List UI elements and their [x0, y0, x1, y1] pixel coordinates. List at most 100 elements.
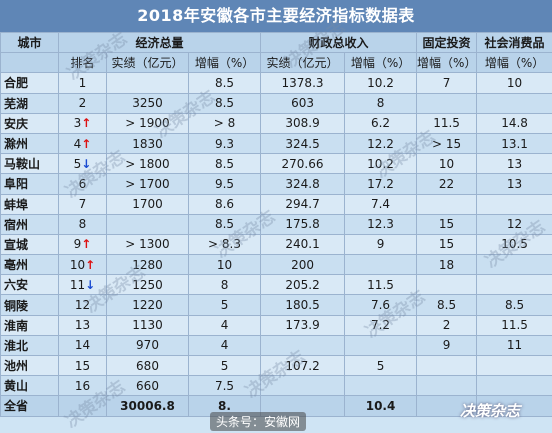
cell-gdp-growth-text: > 8	[213, 116, 236, 131]
cell-fiscal-growth-text: 10.4	[365, 398, 396, 413]
cell-fiscal-actual-text: 1378.3	[281, 75, 324, 90]
cell-gdp-growth-text: 8	[220, 277, 229, 292]
cell-gdp-growth: 8	[187, 274, 262, 296]
cell-fiscal-growth-text: 7.4	[370, 197, 391, 212]
cell-fiscal-actual: 294.7	[260, 193, 346, 215]
cell-city-text: 淮北	[4, 338, 29, 353]
subheader-fiscal-growth: 增幅（%）	[344, 52, 418, 74]
cell-rank: 15	[58, 354, 107, 377]
cell-gdp-actual: 1700	[106, 193, 189, 215]
cell-gdp-growth: 9.3	[187, 132, 262, 155]
cell-fixed-growth	[416, 274, 478, 296]
rank-down-arrow-icon: ↓	[81, 156, 92, 171]
cell-fiscal-growth: 5	[344, 354, 418, 377]
cell-gdp-growth-text: 8.5	[214, 96, 235, 111]
table-row: 马鞍山 5↓ > 1800 8.5 270.66 10.2 10 13	[0, 153, 552, 175]
cell-rank-text: 7	[78, 197, 87, 212]
cell-gdp-actual-text: 1830	[132, 136, 163, 151]
cell-rank-text: 4	[73, 136, 82, 151]
cell-gdp-growth: 8.5	[187, 213, 262, 235]
cell-city: 黄山	[0, 375, 59, 397]
header-city: 城市	[0, 31, 59, 54]
cell-retail-growth-text: 13	[506, 156, 523, 171]
table-title: 2018年安徽各市主要经济指标数据表	[0, 0, 552, 32]
table-row: 全省 30006.8 8. 10.4	[0, 395, 552, 417]
cell-fixed-growth-text: 8.5	[437, 298, 457, 313]
cell-fiscal-actual: 324.5	[260, 132, 346, 155]
cell-gdp-growth-text: 8.5	[214, 217, 235, 232]
rank-up-arrow-icon: ↑	[81, 116, 92, 131]
cell-retail-growth-text: 14.8	[501, 116, 528, 131]
table-row: 黄山 16 660 7.5	[0, 375, 552, 397]
cell-gdp-actual-text: 1130	[132, 318, 163, 333]
cell-rank: 7	[58, 193, 107, 215]
cell-fixed-growth	[416, 395, 478, 417]
cell-rank-text: 6	[78, 176, 87, 191]
cell-fiscal-actual-text: 200	[291, 257, 314, 272]
cell-retail-growth	[476, 274, 552, 296]
cell-fiscal-growth-text: 7.6	[370, 298, 391, 313]
cell-gdp-actual-text: 680	[136, 358, 159, 373]
header-gdp: 经济总量	[57, 31, 262, 54]
cell-rank: 16	[58, 375, 107, 397]
cell-retail-growth: 11	[476, 334, 552, 357]
cell-fiscal-growth: 10.4	[344, 395, 418, 417]
cell-retail-growth: 8.5	[476, 294, 552, 316]
header-fiscal: 财政总收入	[260, 31, 418, 54]
cell-city-text: 滁州	[4, 137, 29, 152]
cell-rank: 10↑	[58, 254, 107, 276]
cell-gdp-actual-text: > 1800	[125, 156, 170, 171]
cell-rank-text: 9	[73, 237, 82, 252]
cell-fiscal-actual-text: 107.2	[285, 358, 320, 373]
subheader-fiscal-actual: 实绩（亿元）	[260, 52, 346, 74]
cell-fixed-growth: > 15	[416, 132, 478, 155]
cell-fiscal-growth-text: 8	[376, 96, 385, 111]
cell-gdp-growth: 4	[187, 334, 262, 357]
cell-rank: 8	[58, 213, 107, 235]
cell-gdp-growth-text: 8.	[218, 398, 231, 413]
table-row: 淮北 14 970 4 9 11	[0, 334, 552, 357]
cell-city: 滁州	[0, 132, 59, 155]
cell-fiscal-actual: 205.2	[260, 274, 346, 296]
cell-fiscal-actual: 173.9	[260, 314, 346, 336]
cell-fiscal-actual-text: 205.2	[285, 277, 320, 292]
cell-retail-growth: 13	[476, 173, 552, 195]
cell-fiscal-growth: 10.2	[344, 72, 418, 94]
cell-gdp-growth: 10	[187, 254, 262, 276]
cell-fixed-growth: 9	[416, 334, 478, 357]
cell-fiscal-growth: 17.2	[344, 173, 418, 195]
cell-rank: 13	[58, 314, 107, 336]
cell-fixed-growth: 2	[416, 314, 478, 336]
cell-gdp-actual: 680	[106, 354, 189, 377]
cell-fiscal-actual-text: 180.5	[285, 298, 320, 313]
cell-fixed-growth	[416, 354, 478, 377]
cell-fixed-growth: 15	[416, 213, 478, 235]
cell-rank: 4↑	[58, 132, 107, 155]
cell-fixed-growth: 15	[416, 233, 478, 256]
cell-gdp-actual: > 1800	[106, 153, 189, 175]
cell-gdp-growth-text: > 8.3	[208, 237, 241, 252]
table-row: 淮南 13 1130 4 173.9 7.2 2 11.5	[0, 314, 552, 336]
corner-logo: 决策杂志	[460, 402, 521, 420]
cell-fixed-growth	[416, 92, 478, 114]
cell-gdp-actual: > 1300	[106, 233, 189, 256]
subheader-fixed-growth: 增幅（%）	[416, 52, 478, 74]
cell-city-text: 合肥	[4, 76, 29, 91]
cell-fiscal-actual: 603	[260, 92, 346, 114]
cell-fiscal-growth-text: 5	[376, 358, 385, 373]
cell-rank: 12	[58, 294, 107, 316]
cell-gdp-actual-text: 1250	[132, 277, 163, 292]
cell-gdp-growth-text: 5	[220, 298, 229, 313]
cell-retail-growth	[476, 395, 552, 417]
cell-city-text: 全省	[4, 399, 29, 414]
subheader-gdp-actual: 实绩（亿元）	[106, 52, 189, 74]
cell-fiscal-actual-text: 240.1	[285, 237, 320, 252]
cell-gdp-actual-text: 1700	[132, 197, 163, 212]
cell-rank: 2	[58, 92, 107, 114]
cell-rank-text: 8	[78, 217, 87, 232]
cell-fixed-growth: 8.5	[416, 294, 478, 316]
cell-rank: 3↑	[58, 112, 107, 134]
cell-gdp-growth: 8.6	[187, 193, 262, 215]
cell-fiscal-actual	[260, 334, 346, 357]
cell-fiscal-growth-text: 11.5	[367, 277, 394, 292]
